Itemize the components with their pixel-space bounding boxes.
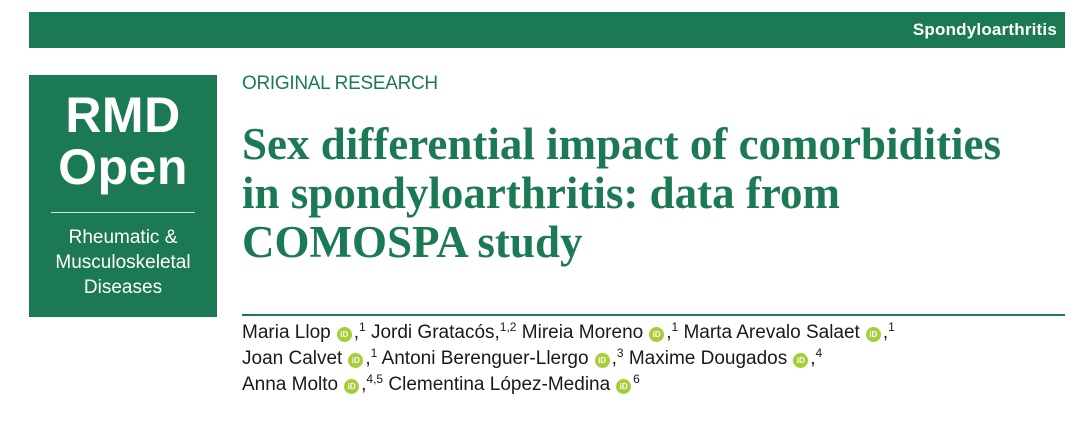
author-affiliation: 1 xyxy=(370,346,378,360)
author: Jordi Gratacós,1,2 xyxy=(370,320,517,343)
author-name[interactable]: Maxime Dougados xyxy=(628,348,788,369)
author-affiliation: 3 xyxy=(616,346,624,360)
author-affiliation: 6 xyxy=(633,372,640,386)
author-sep: , xyxy=(882,322,889,343)
author-affiliation: 4,5 xyxy=(366,372,384,386)
orcid-icon[interactable]: iD xyxy=(793,353,809,368)
orcid-icon[interactable]: iD xyxy=(336,327,352,342)
logo-sub-3: Diseases xyxy=(83,277,163,298)
logo-subtitle: Rheumatic & Musculoskeletal Diseases xyxy=(29,225,217,300)
author-sep: , xyxy=(353,322,359,343)
title-line-2: in spondyloarthritis: data from xyxy=(242,168,840,218)
author: Clementina López-Medina iD6 xyxy=(388,372,640,395)
author-name[interactable]: Clementina López-Medina xyxy=(388,374,611,395)
author: Antoni Berenguer-Llergo iD ,3 xyxy=(381,346,624,369)
author: Anna Molto iD ,4,5 xyxy=(242,372,384,395)
orcid-icon[interactable]: iD xyxy=(348,353,364,368)
title-line-1: Sex differential impact of comorbidities xyxy=(242,119,1002,169)
title-divider xyxy=(242,314,1065,316)
orcid-icon[interactable]: iD xyxy=(344,379,360,394)
author: Mireia Moreno iD ,1 xyxy=(521,320,679,343)
author-line-3: Anna Molto iD ,4,5 Clementina López-Medina… xyxy=(242,372,1072,398)
author-name[interactable]: Mireia Moreno xyxy=(521,322,644,343)
orcid-icon[interactable]: iD xyxy=(865,327,881,342)
author: Marta Arevalo Salaet iD ,1 xyxy=(683,320,895,343)
author-list: Maria Llop iD ,1 Jordi Gratacós,1,2 Mireia… xyxy=(242,320,1072,398)
author-sep: , xyxy=(666,322,672,343)
author: Joan Calvet iD ,1 xyxy=(242,346,378,369)
logo-sub-1: Rheumatic & xyxy=(68,227,178,248)
orcid-icon[interactable]: iD xyxy=(616,379,632,394)
author-name[interactable]: Joan Calvet xyxy=(242,348,343,369)
author-affiliation: 1 xyxy=(359,320,366,334)
author-sep: , xyxy=(365,348,371,369)
author-name[interactable]: Anna Molto xyxy=(242,374,339,395)
author-affiliation: 1 xyxy=(671,320,679,334)
section-label: Spondyloarthritis xyxy=(912,20,1057,39)
author-affiliation: 4 xyxy=(815,346,823,360)
logo-title: RMD Open xyxy=(29,89,217,193)
journal-logo: RMD Open Rheumatic & Musculoskeletal Dis… xyxy=(29,75,217,317)
author-sep: , xyxy=(611,348,617,369)
author-name[interactable]: Marta Arevalo Salaet xyxy=(683,322,860,343)
title-line-3: COMOSPA study xyxy=(242,217,583,267)
author-affiliation: 1 xyxy=(888,320,895,334)
author-name[interactable]: Jordi Gratacós, xyxy=(370,322,500,343)
orcid-icon[interactable]: iD xyxy=(594,353,610,368)
article-title: Sex differential impact of comorbidities… xyxy=(242,120,1072,267)
author-sep: , xyxy=(361,374,367,395)
author-line-1: Maria Llop iD ,1 Jordi Gratacós,1,2 Mireia… xyxy=(242,320,1072,346)
author-name[interactable]: Maria Llop xyxy=(242,322,331,343)
article-type: ORIGINAL RESEARCH xyxy=(242,73,438,94)
logo-divider xyxy=(51,212,195,213)
author: Maxime Dougados iD ,4 xyxy=(628,346,823,369)
author-name[interactable]: Antoni Berenguer-Llergo xyxy=(381,348,589,369)
logo-line-2: Open xyxy=(58,139,188,195)
logo-line-1: RMD xyxy=(65,87,181,143)
author-sep: , xyxy=(810,348,816,369)
orcid-icon[interactable]: iD xyxy=(649,327,665,342)
journal-section-bar: Spondyloarthritis xyxy=(29,12,1065,48)
author-affiliation: 1,2 xyxy=(499,320,517,334)
author-line-2: Joan Calvet iD ,1 Antoni Berenguer-Llergo i… xyxy=(242,346,1072,372)
author: Maria Llop iD ,1 xyxy=(242,320,366,343)
logo-sub-2: Musculoskeletal xyxy=(55,252,191,273)
